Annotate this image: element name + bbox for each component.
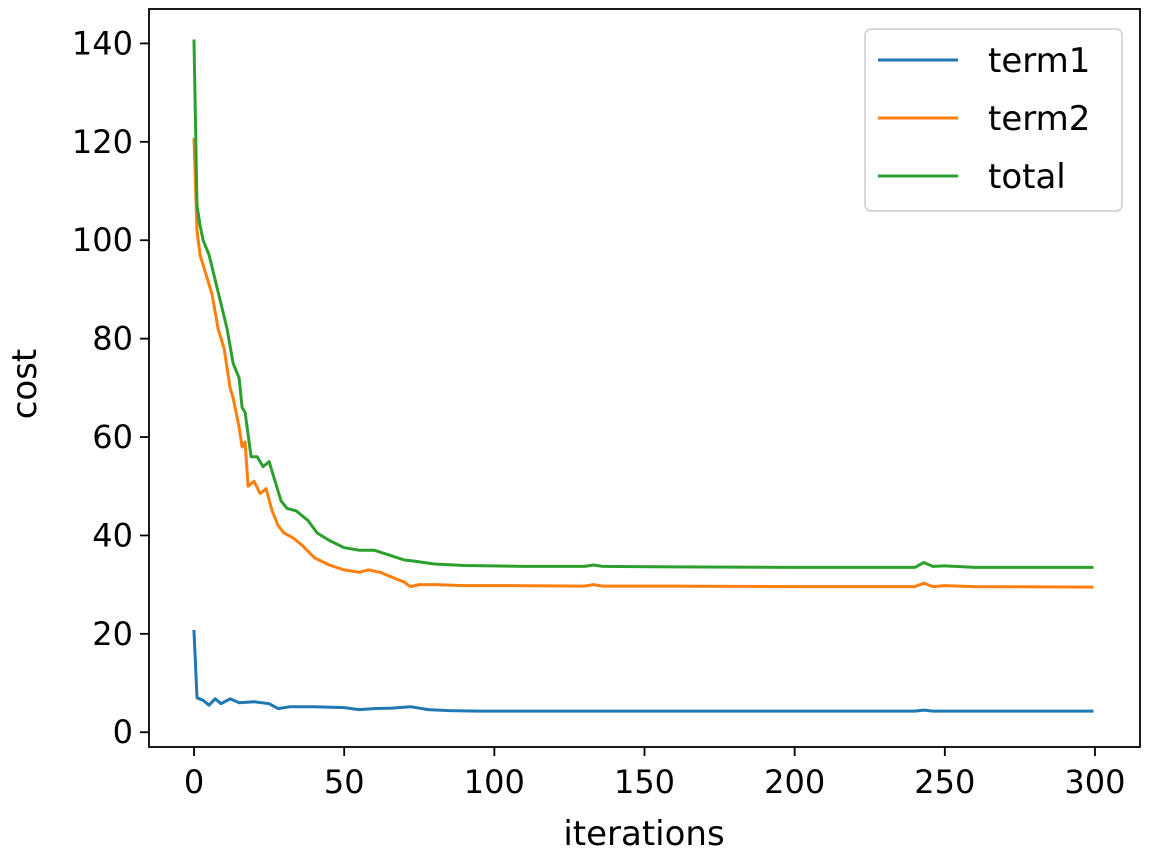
x-tick-label: 50 — [324, 763, 365, 801]
legend-box — [864, 28, 1123, 212]
y-axis-label: cost — [5, 349, 45, 420]
y-tick-label: 60 — [92, 418, 133, 456]
x-axis: 0 50 100 150 200 250 300 — [184, 747, 1125, 801]
x-tick-label: 100 — [464, 763, 525, 801]
x-axis-label: iterations — [563, 814, 724, 854]
legend-label-term1: term1 — [988, 41, 1090, 81]
y-tick-label: 120 — [72, 123, 133, 161]
series-line-term2 — [192, 137, 1094, 589]
x-tick-label: 200 — [764, 763, 825, 801]
x-tick-label: 150 — [614, 763, 675, 801]
legend: term1 term2 total — [864, 28, 1123, 212]
x-tick-label: 250 — [914, 763, 975, 801]
y-tick-label: 20 — [92, 615, 133, 653]
y-tick-label: 80 — [92, 320, 133, 358]
series-line-total — [192, 39, 1094, 569]
legend-label-total: total — [988, 157, 1066, 197]
y-axis: 0 20 40 60 80 100 120 140 — [72, 24, 149, 751]
series-line-term1 — [192, 629, 1094, 713]
y-tick-label: 140 — [72, 24, 133, 62]
series-lines — [192, 39, 1094, 713]
y-tick-label: 40 — [92, 516, 133, 554]
y-tick-label: 0 — [113, 713, 133, 751]
x-tick-label: 0 — [184, 763, 204, 801]
y-tick-label: 100 — [72, 221, 133, 259]
legend-label-term2: term2 — [988, 99, 1090, 139]
x-tick-label: 300 — [1064, 763, 1125, 801]
